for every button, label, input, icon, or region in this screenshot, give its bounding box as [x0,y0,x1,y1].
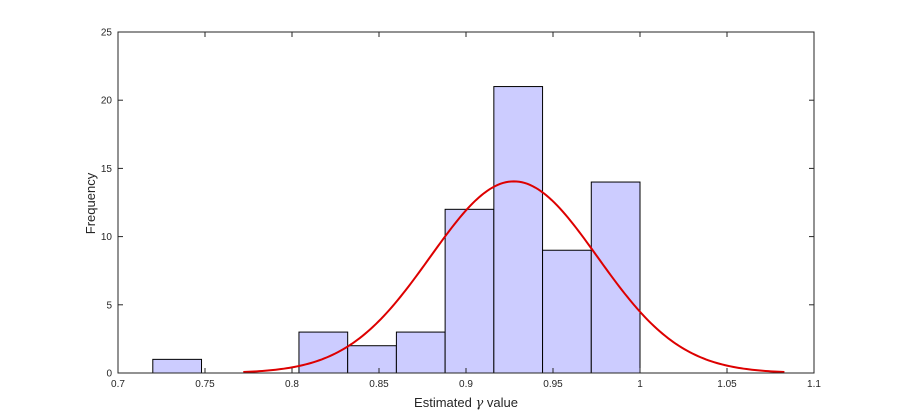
x-tick-label: 0.95 [543,379,563,390]
x-tick-label: 0.85 [369,379,389,390]
y-axis-ticks: 0 5 10 15 20 25 [101,28,814,380]
histogram-bar [395,331,446,374]
histogram-bar [542,249,592,374]
y-tick-label: 10 [101,232,113,243]
histogram-bar [444,208,495,374]
y-tick-label: 5 [106,300,112,311]
x-tick-label: 0.9 [459,379,473,390]
histogram-bar [152,358,203,374]
y-axis-label: Frequency [83,172,98,234]
x-tick-label: 1.1 [807,379,821,390]
x-axis-label-suffix: value [483,395,518,410]
x-axis-label: Estimated γ value [414,395,518,411]
x-axis-label-prefix: Estimated [414,395,475,410]
x-tick-label: 0.8 [285,379,299,390]
x-axis-label-symbol: γ [475,396,483,411]
y-tick-label: 25 [101,28,113,39]
x-tick-label: 0.75 [195,379,215,390]
histogram-bar [347,345,397,374]
y-tick-label: 0 [106,369,112,380]
x-tick-label: 0.7 [111,379,125,390]
histogram-bar [493,86,544,374]
y-tick-label: 20 [101,96,113,107]
x-axis-ticks: 0.7 0.75 0.8 0.85 0.9 0.95 1 1.05 1.1 [111,32,821,390]
histogram-bar [590,181,641,374]
x-tick-label: 1 [637,379,643,390]
y-tick-label: 15 [101,164,113,175]
normal-fit-curve [243,180,785,373]
histogram-bar [298,331,349,374]
histogram-bars [152,86,641,374]
x-tick-label: 1.05 [717,379,737,390]
